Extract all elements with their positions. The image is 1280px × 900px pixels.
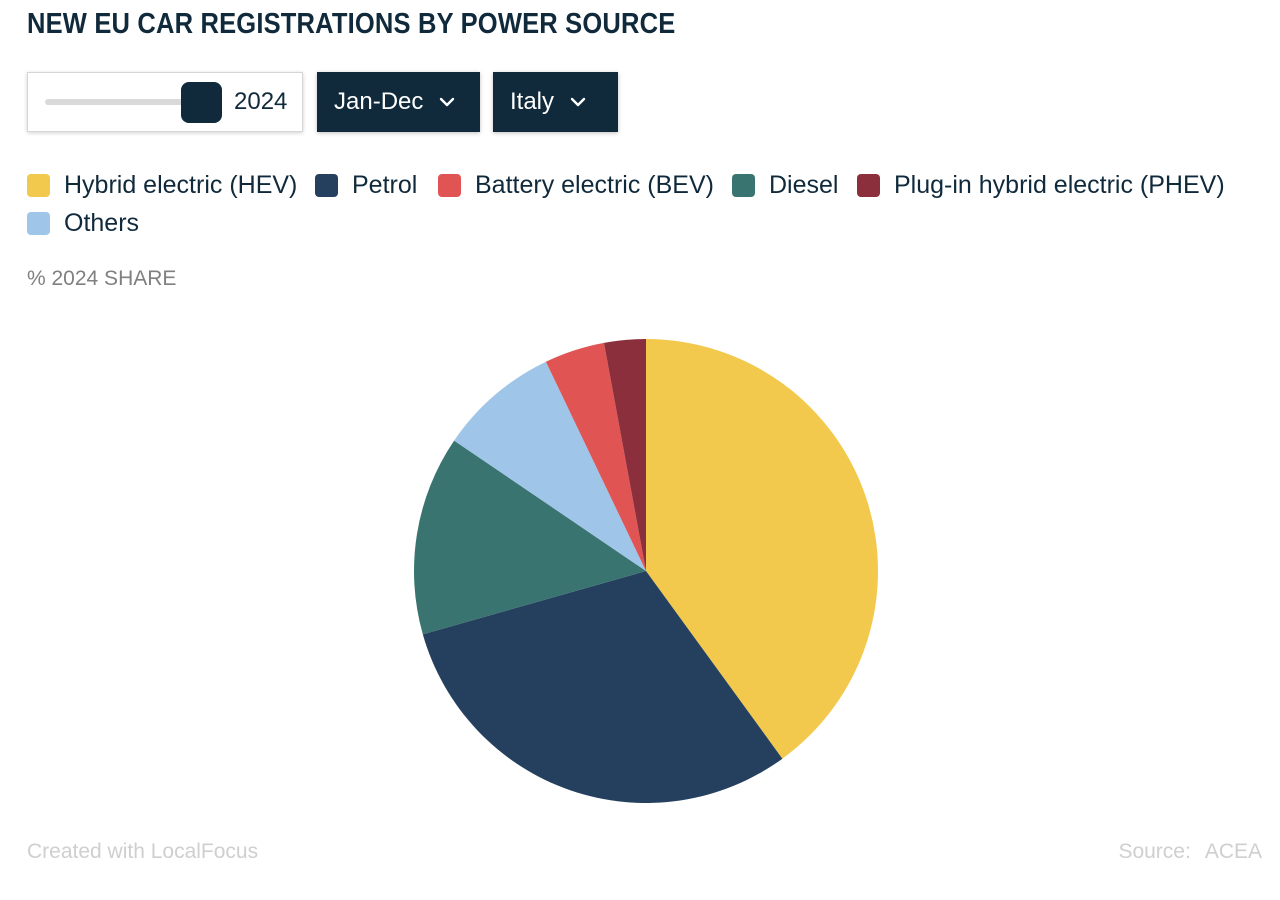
legend-label: Hybrid electric (HEV) [64,170,298,199]
legend-swatch [732,173,755,197]
legend-label: Petrol [352,170,418,199]
chart-title: NEW EU CAR REGISTRATIONS BY POWER SOURCE [27,8,676,40]
chevron-down-icon [437,91,457,111]
legend-swatch [27,211,50,235]
legend-label: Others [64,208,140,237]
period-dropdown[interactable]: Jan-Dec [317,72,480,132]
legend-label: Battery electric (BEV) [475,170,714,199]
source-value: ACEA [1204,840,1262,863]
legend-swatch [315,173,338,197]
chart-subtitle: % 2024 SHARE [27,267,177,290]
source-text: Source: ACEA [1118,840,1262,864]
legend-swatch [857,173,880,197]
legend-item-others[interactable]: Others [27,206,139,240]
legend-swatch [27,173,50,197]
legend-label: Diesel [769,170,839,199]
pie-slice-diesel[interactable] [414,440,646,635]
source-label: Source: [1118,840,1191,863]
pie-slice-battery-electric-bev[interactable] [545,342,646,571]
country-dropdown[interactable]: Italy [493,72,618,132]
pie-slice-plug-in-hybrid-electric-phev[interactable] [603,339,646,571]
legend-item-phev[interactable]: Plug-in hybrid electric (PHEV) [857,168,1225,202]
period-dropdown-label: Jan-Dec [334,88,424,115]
credit-text[interactable]: Created with LocalFocus [27,840,259,863]
pie-slice-petrol[interactable] [422,571,783,803]
slider-value: 2024 [234,88,288,115]
pie-chart [412,337,880,805]
legend-item-petrol[interactable]: Petrol [315,168,417,202]
slider-track[interactable] [45,99,205,105]
legend-item-hev[interactable]: Hybrid electric (HEV) [27,168,297,202]
year-slider[interactable]: 2024 [27,72,303,132]
legend-item-diesel[interactable]: Diesel [732,168,838,202]
pie-chart-svg [414,339,878,803]
pie-slice-others[interactable] [454,361,646,571]
legend-swatch [438,173,461,197]
country-dropdown-label: Italy [510,88,555,115]
pie-slice-hybrid-electric-hev[interactable] [646,339,878,759]
chevron-down-icon [568,91,588,111]
legend-item-bev[interactable]: Battery electric (BEV) [438,168,714,202]
legend-label: Plug-in hybrid electric (PHEV) [894,170,1225,199]
slider-thumb[interactable] [180,82,222,123]
